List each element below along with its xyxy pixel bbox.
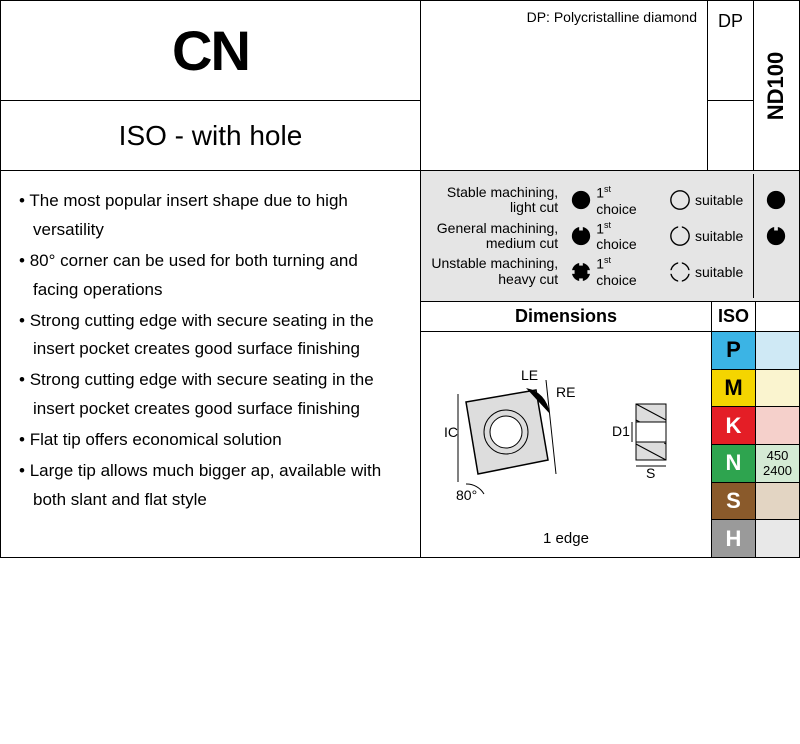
insert-diagram: IC LE RE 80° D1 S (436, 342, 696, 522)
legend-icon (669, 261, 691, 283)
feature-item: Strong cutting edge with secure seating … (19, 307, 402, 365)
iso-value-P (756, 332, 799, 370)
diagram-area: IC LE RE 80° D1 S (421, 332, 711, 557)
iso-code-H: H (712, 520, 755, 557)
legend-label: suitable (695, 192, 743, 208)
iso-column: PMKNSH (711, 332, 755, 557)
bottom-area: IC LE RE 80° D1 S (421, 332, 799, 557)
iso-value-K (756, 407, 799, 445)
iso-header: ISO (711, 302, 755, 331)
title: CN (172, 18, 249, 83)
title-cell: CN (1, 1, 421, 101)
subtitle: ISO - with hole (1, 101, 421, 171)
legend-row: Unstable machining, heavy cut 1st choice s… (429, 255, 797, 288)
edge-label: 1 edge (543, 530, 589, 547)
iso-code-K: K (712, 407, 755, 445)
nd-code: ND100 (764, 51, 790, 119)
legend-label: 1st choice (596, 220, 655, 253)
legend-label: suitable (695, 264, 743, 280)
iso-code-M: M (712, 370, 755, 408)
legend-text: Unstable machining, heavy cut (429, 256, 558, 287)
dimensions-header: Dimensions (421, 302, 711, 331)
legend-icon (669, 225, 691, 247)
legend-icon (570, 189, 592, 211)
iso-value-H (756, 520, 799, 557)
svg-text:RE: RE (556, 384, 575, 400)
dp-code-cell: DP (707, 1, 753, 101)
legend-label: 1st choice (596, 255, 655, 288)
legend-label: 1st choice (596, 184, 655, 217)
feature-item: 80° corner can be used for both turning … (19, 247, 402, 305)
svg-text:80°: 80° (456, 487, 477, 503)
feature-item: Strong cutting edge with secure seating … (19, 366, 402, 424)
empty-cell (707, 101, 753, 171)
right-panel: Stable machining, light cut 1st choice sui… (421, 171, 799, 557)
legend-text: Stable machining, light cut (429, 185, 558, 216)
legend-icon (669, 189, 691, 211)
iso-code-N: N (712, 445, 755, 483)
value-column: 4502400 (755, 332, 799, 557)
iso-code-P: P (712, 332, 755, 370)
svg-text:D1: D1 (612, 423, 630, 439)
svg-text:LE: LE (521, 367, 538, 383)
legend-row: General machining, medium cut 1st choice s… (429, 220, 797, 253)
legend-icon (570, 225, 592, 247)
legend-label: suitable (695, 228, 743, 244)
datasheet: CN DP: Polycristalline diamond DP ND100 … (0, 0, 800, 558)
svg-text:IC: IC (444, 424, 458, 440)
iso-code-S: S (712, 483, 755, 521)
dimensions-header-row: Dimensions ISO (421, 302, 799, 332)
svg-text:S: S (646, 465, 655, 481)
iso-value-M (756, 370, 799, 408)
nd-code-cell: ND100 (753, 1, 799, 171)
feature-item: The most popular insert shape due to hig… (19, 187, 402, 245)
legend-icon (570, 261, 592, 283)
blank-header (755, 302, 799, 331)
feature-item: Flat tip offers economical solution (19, 426, 402, 455)
legend-row: Stable machining, light cut 1st choice sui… (429, 184, 797, 217)
feature-item: Large tip allows much bigger ap, availab… (19, 457, 402, 515)
legend-text: General machining, medium cut (429, 221, 558, 252)
iso-value-N: 4502400 (756, 445, 799, 483)
dp-description: DP: Polycristalline diamond (421, 1, 707, 171)
indicator-cell (753, 245, 797, 298)
legend: Stable machining, light cut 1st choice sui… (421, 171, 799, 302)
iso-value-S (756, 483, 799, 521)
feature-list: The most popular insert shape due to hig… (1, 171, 421, 557)
dp-code: DP (718, 11, 743, 32)
